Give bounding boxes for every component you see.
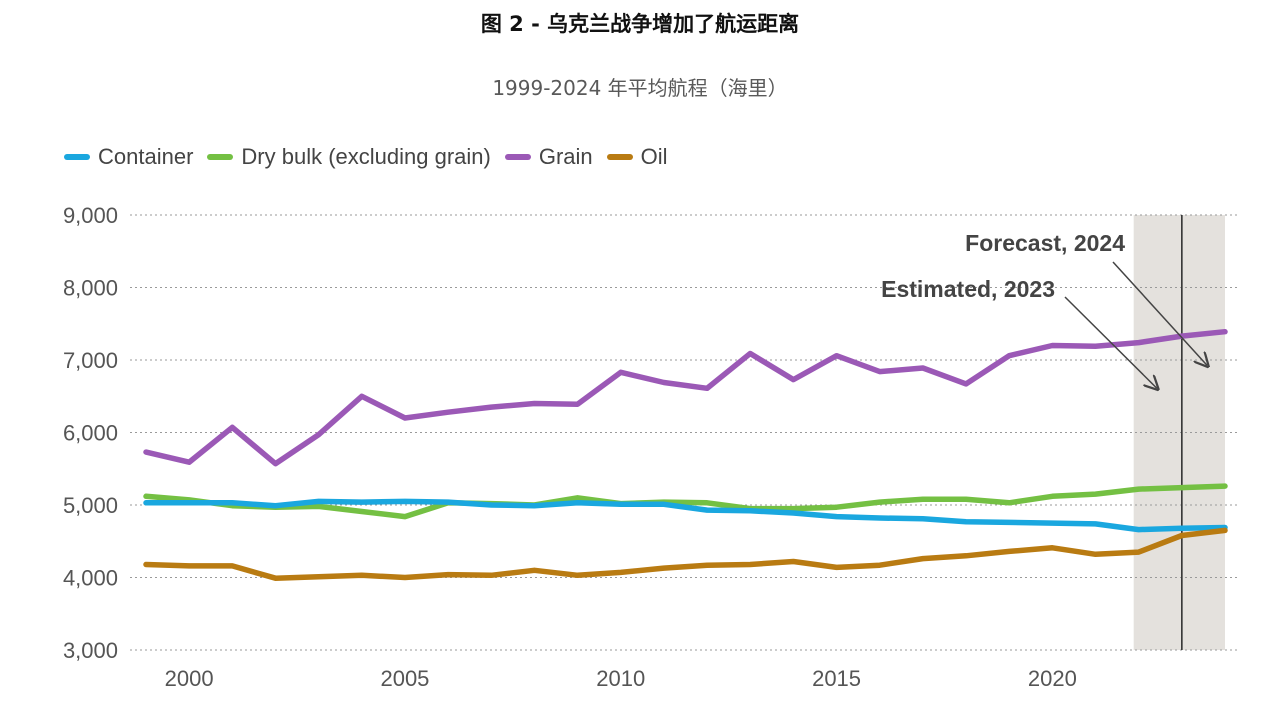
annotation-forecast: Forecast, 2024	[965, 230, 1125, 256]
legend-item-oil: Oil	[606, 144, 668, 170]
annotation-forecast-arrow	[1112, 261, 1207, 365]
legend-swatch-grain	[504, 154, 531, 160]
legend-label-grain: Grain	[538, 144, 593, 169]
y-tick-label: 8,000	[63, 276, 118, 301]
legend-label-oil: Oil	[640, 144, 668, 169]
legend-label-dry-bulk: Dry bulk (excluding grain)	[241, 144, 491, 169]
chart-legend: Container Dry bulk (excluding grain) Gra…	[64, 144, 682, 170]
y-tick-label: 6,000	[63, 421, 118, 446]
annotation-estimated-arrow	[1064, 296, 1157, 388]
y-tick-label: 4,000	[63, 566, 118, 591]
annotation-estimated: Estimated, 2023	[881, 276, 1055, 302]
series-line-grain	[143, 328, 1228, 467]
x-tick-label: 2000	[165, 666, 214, 691]
y-tick-label: 3,000	[63, 638, 118, 663]
y-tick-label: 9,000	[63, 203, 118, 228]
series-line-oil	[143, 527, 1228, 581]
legend-swatch-dry-bulk	[207, 154, 234, 160]
series-line-dry	[143, 483, 1228, 520]
shaded-region	[1133, 215, 1225, 650]
y-tick-label: 5,000	[63, 493, 118, 518]
legend-swatch-container	[64, 154, 90, 160]
y-tick-label: 7,000	[63, 348, 118, 373]
series-line-container	[143, 498, 1228, 533]
legend-swatch-oil	[606, 154, 633, 160]
legend-item-dry-bulk: Dry bulk (excluding grain)	[207, 144, 491, 170]
legend-item-grain: Grain	[504, 144, 593, 170]
x-tick-label: 2020	[1028, 666, 1077, 691]
x-tick-label: 2015	[812, 666, 861, 691]
chart-subtitle: 1999-2024 年平均航程（海里）	[492, 76, 788, 100]
x-tick-label: 2010	[596, 666, 645, 691]
legend-label-container: Container	[98, 144, 194, 169]
legend-item-container: Container	[64, 144, 193, 170]
chart-title: 图 2 - 乌克兰战争增加了航运距离	[480, 12, 800, 36]
x-tick-label: 2005	[380, 666, 429, 691]
